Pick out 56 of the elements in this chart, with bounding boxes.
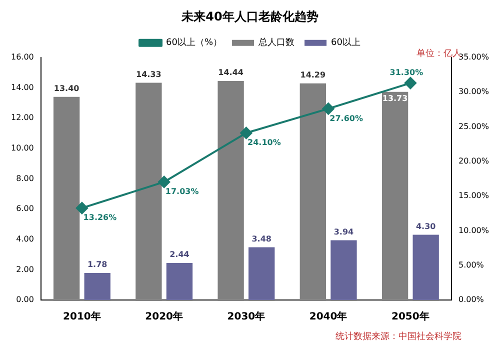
x-tick-label: 2010年 <box>63 310 101 323</box>
legend-label: 60以上 <box>331 37 360 48</box>
y2-tick-label: 5.00% <box>458 260 484 270</box>
bar <box>53 96 80 300</box>
y2-tick-label: 0.00% <box>458 295 484 304</box>
bar <box>330 240 357 300</box>
data-label: 13.73 <box>382 94 408 103</box>
legend-label: 60以上（%） <box>166 37 222 48</box>
chart-title: 未来40年人口老龄化趋势 <box>180 9 318 24</box>
data-label: 31.30% <box>390 68 424 78</box>
bar <box>412 234 439 300</box>
text: 统计数据来源：中国社会科学院 <box>335 330 462 342</box>
data-label: 1.78 <box>87 260 108 270</box>
y2-tick-label: 20.00% <box>458 156 490 166</box>
y-tick-label: 4.00 <box>16 234 34 244</box>
data-label: 24.10% <box>248 138 281 148</box>
data-label: 4.30 <box>416 222 436 231</box>
y-tick-label: 12.00 <box>10 113 34 122</box>
point <box>76 202 88 214</box>
point <box>404 77 416 90</box>
x-tick-label: 2040年 <box>309 310 348 323</box>
data-label: 14.33 <box>136 70 162 79</box>
bar <box>136 82 162 300</box>
y2-tick-label: 10.00% <box>458 226 490 235</box>
point <box>240 126 252 139</box>
y-tick-label: 2.00 <box>16 264 34 274</box>
y-tick-label: 0.00 <box>16 295 34 304</box>
bar <box>166 263 193 300</box>
data-label: 3.94 <box>334 227 354 236</box>
y-tick-label: 8.00 <box>16 174 34 183</box>
y2-tick-label: 30.00% <box>458 87 490 96</box>
bar <box>300 83 326 300</box>
data-label: 2.44 <box>170 250 190 260</box>
data-label: 17.03% <box>165 187 199 196</box>
y-tick-label: 14.00 <box>10 82 34 92</box>
x-tick-label: 2030年 <box>227 310 266 323</box>
y-tick-label: 6.00 <box>16 204 34 214</box>
data-label: 14.44 <box>218 68 244 78</box>
x-tick-label: 2020年 <box>145 310 183 323</box>
y-tick-label: 16.00 <box>10 52 34 62</box>
data-label: 13.26% <box>83 213 117 222</box>
bar <box>84 273 110 300</box>
bar <box>382 92 408 300</box>
y2-tick-label: 15.00% <box>458 191 490 200</box>
data-label: 13.40 <box>54 84 80 93</box>
bar <box>248 247 275 300</box>
legend-label: 总人口数 <box>258 37 295 48</box>
point <box>322 102 334 115</box>
bar <box>218 81 244 300</box>
y-tick-label: 10.00 <box>10 143 34 152</box>
data-label: 14.29 <box>300 70 326 80</box>
data-label: 3.48 <box>252 234 272 244</box>
x-tick-label: 2050年 <box>392 310 430 323</box>
data-label: 27.60% <box>330 114 363 123</box>
point <box>158 176 170 188</box>
y2-tick-label: 25.00% <box>458 122 490 131</box>
